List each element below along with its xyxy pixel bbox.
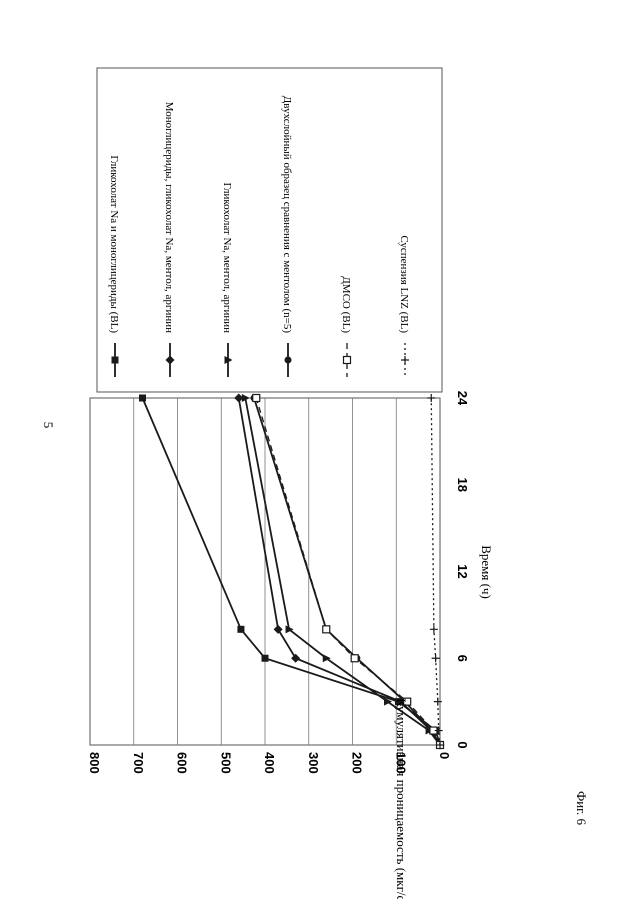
series-line (254, 398, 440, 745)
legend-marker (285, 357, 292, 364)
data-point (274, 625, 283, 634)
series-line (239, 398, 440, 745)
legend-marker (112, 357, 119, 364)
series-6 (427, 394, 444, 749)
y-tick-label: 400 (262, 752, 277, 774)
x-tick-labels: 0 6 12 18 24 (455, 391, 470, 749)
legend: Гликохолат Na и моноглицериды (BL) Моногл… (97, 68, 442, 392)
legend-box (97, 68, 442, 392)
series-4 (251, 395, 444, 749)
series-group (139, 394, 445, 750)
x-axis-label: Время (ч) (479, 545, 494, 599)
data-point (139, 395, 146, 402)
x-tick-label: 0 (455, 741, 470, 748)
figure-label: Фиг. 6 (574, 791, 589, 826)
data-point (351, 655, 358, 662)
legend-label: Гликохолат Na и моноглицериды (BL) (108, 155, 120, 333)
series-line (256, 398, 440, 745)
legend-label: Двухслойный образец сравнения с ментолом… (281, 96, 293, 334)
x-tick-label: 24 (455, 391, 470, 406)
y-axis-label: Кумулятивная проницаемость (мкг/см²) (394, 698, 409, 899)
data-point (237, 626, 244, 633)
legend-label: ДМСО (BL) (340, 276, 352, 333)
y-tick-label: 500 (218, 752, 233, 774)
y-tick-label: 700 (131, 752, 146, 774)
series-line (245, 398, 440, 745)
data-point (427, 394, 435, 402)
page-number: 5 (41, 422, 56, 429)
series-3 (242, 394, 445, 749)
legend-label: Моноглицериды, гликохолат Na, ментол, ар… (163, 102, 175, 333)
x-tick-label: 6 (455, 655, 470, 662)
x-tick-label: 12 (455, 564, 470, 578)
y-tick-label: 800 (87, 752, 102, 774)
x-tick-label: 18 (455, 478, 470, 492)
data-point (434, 698, 442, 706)
data-point (430, 625, 438, 633)
data-point (291, 654, 300, 663)
y-tick-label: 600 (175, 752, 190, 774)
y-tick-label: 200 (350, 752, 365, 774)
series-2 (234, 394, 444, 750)
data-point (323, 626, 330, 633)
y-tick-label: 300 (306, 752, 321, 774)
gridlines (90, 398, 440, 745)
data-point (432, 654, 440, 662)
legend-marker (344, 357, 351, 364)
plot-area: 0100200300400500600700800 06121824 (87, 391, 470, 774)
data-point (253, 395, 260, 402)
y-tick-label: 0 (437, 752, 452, 759)
data-point (262, 655, 269, 662)
legend-label: Гликохолат Na, ментол, аргинин (221, 182, 233, 333)
series-5 (253, 395, 444, 749)
legend-label: Суспензия LNZ (BL) (398, 235, 410, 333)
series-line (431, 398, 440, 745)
